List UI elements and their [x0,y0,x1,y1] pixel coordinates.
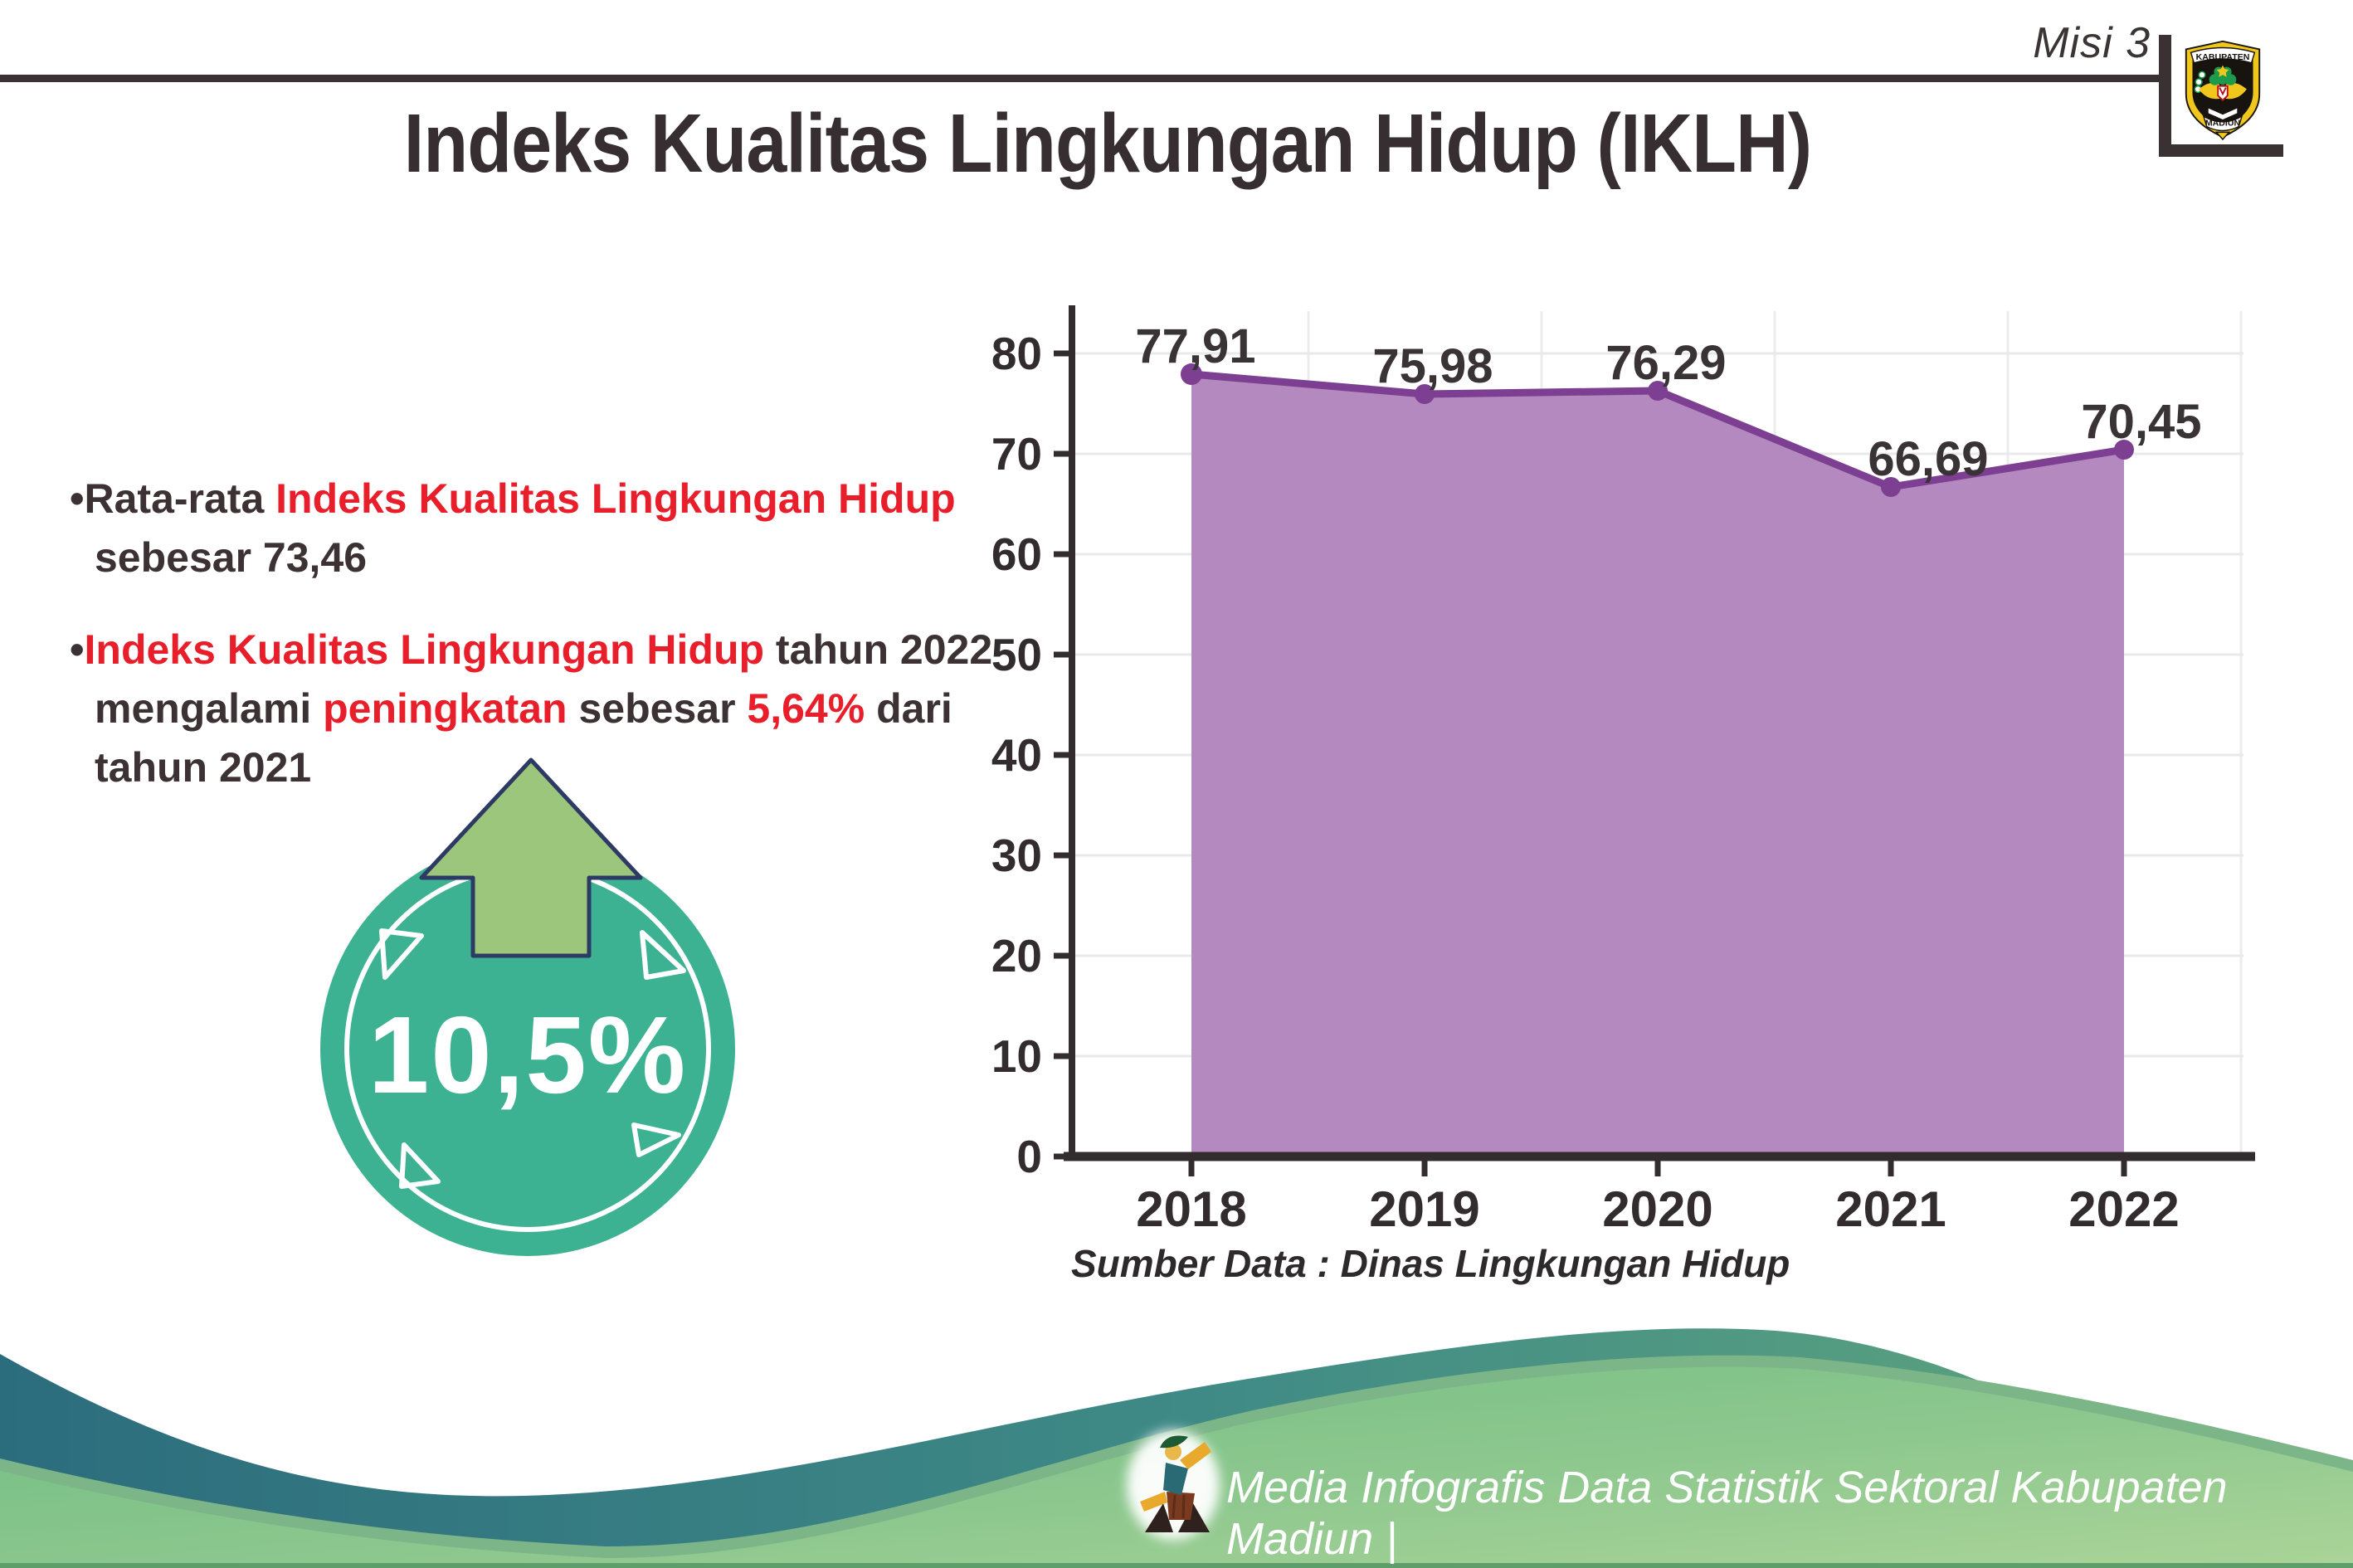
logo-text-madiun: MADIUN [2205,119,2240,129]
footer-caption: Media Infografis Data Statistik Sektoral… [1226,1463,2228,1564]
logo-frame-vertical [2159,35,2171,157]
bullet-text-black: mengalami [95,685,324,732]
bullet-text-red: peningkatan [323,685,568,732]
area-series [1191,374,2124,1155]
y-tick-label: 80 [991,328,1042,379]
bullet-text-black: tahun 2022 [764,626,993,673]
horizontal-gridlines [1072,352,2243,1058]
line-series [1187,370,2128,491]
bullet-line: tahun 2021 [70,738,1016,797]
vertical-gridlines [1307,311,2243,1155]
x-tick-label: 2020 [1602,1181,1712,1237]
kabupaten-madiun-logo-icon: KABUPATEN MADIUN [2180,38,2266,140]
growth-percentage-value: 10,5% [368,994,688,1116]
bullet-text-black: dari [865,685,952,732]
data-point-markers [1181,363,2134,497]
bullet-text-black: sebesar 73,46 [95,534,368,581]
bullet-line: •Indeks Kualitas Lingkungan Hidup tahun … [70,621,1016,679]
misi-label: Misi 3 [2033,19,2151,67]
x-tick-label: 2018 [1136,1181,1246,1237]
bullet-iklh-increase: •Indeks Kualitas Lingkungan Hidup tahun … [70,621,1016,797]
data-label-2019: 75,98 [1372,339,1493,393]
y-axis-ticks [1054,350,1072,1160]
x-axis-ticks [1188,1157,2127,1176]
x-axis-labels: 2018 2019 2020 2021 2022 [1136,1181,2179,1237]
y-tick-label: 0 [1016,1131,1042,1182]
bullet-dot: • [70,626,85,673]
y-tick-label: 20 [991,930,1042,981]
bullet-average-iklh: •Rata-rata Indeks Kualitas Lingkungan Hi… [70,470,1016,587]
y-tick-label: 30 [991,830,1042,881]
data-label-2020: 76,29 [1605,336,1726,390]
data-label-2018: 77,91 [1135,319,1255,373]
page-title: Indeks Kualitas Lingkungan Hidup (IKLH) [403,97,1812,190]
bullet-text-red: Indeks Kualitas Lingkungan Hidup [275,475,956,522]
data-label-2021: 66,69 [1868,432,1988,486]
bullet-text-black: •Rata-rata [70,475,276,522]
x-tick-label: 2019 [1369,1181,1479,1237]
header-rule [0,75,2167,82]
data-label-2022: 70,45 [2081,395,2201,449]
bullet-text-black: sebesar [567,685,748,732]
bullet-text-red: 5,64% [747,685,865,732]
data-labels: 77,91 75,98 76,29 66,69 70,45 [1135,319,2201,486]
x-tick-label: 2021 [1835,1181,1946,1237]
x-tick-label: 2022 [2068,1181,2179,1237]
bullet-line: mengalami peningkatan sebesar 5,64% dari [70,679,1016,738]
logo-text-kabupaten: KABUPATEN [2196,52,2250,62]
bullet-line: sebesar 73,46 [70,528,1016,587]
y-tick-label: 10 [991,1030,1042,1082]
bullet-text-black: tahun 2021 [95,744,312,791]
bullet-line: •Rata-rata Indeks Kualitas Lingkungan Hi… [70,470,1016,528]
data-source-caption: Sumber Data : Dinas Lingkungan Hidup [1071,1242,1790,1285]
bullet-text-red: Indeks Kualitas Lingkungan Hidup [84,626,765,673]
mascot-icon [1127,1430,1220,1540]
logo-frame-horizontal [2159,144,2283,157]
